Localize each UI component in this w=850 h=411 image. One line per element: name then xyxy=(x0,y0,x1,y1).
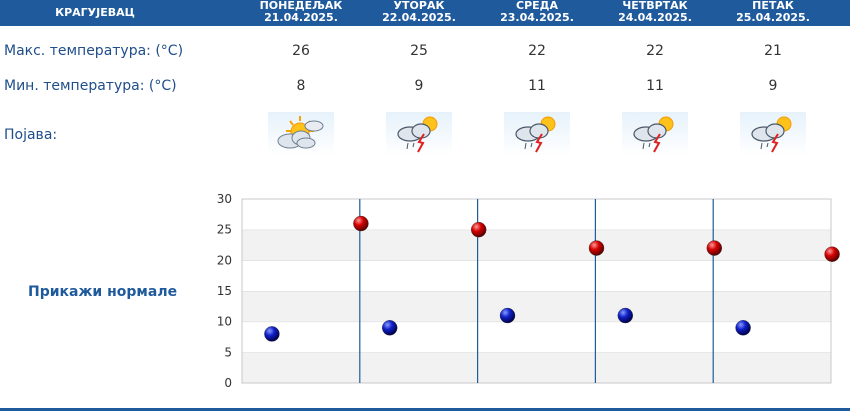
min-temp-value: 11 xyxy=(528,78,546,94)
thunderstorm-sun-icon xyxy=(622,112,688,156)
day-header-5: ПЕТАК 25.04.2025. xyxy=(714,0,832,26)
min-temp-value: 11 xyxy=(646,78,664,94)
y-tick-label: 0 xyxy=(224,376,232,390)
day-name: СРЕДА xyxy=(516,0,558,12)
min-temp-value: 8 xyxy=(296,78,306,94)
min-temp-point xyxy=(499,307,516,324)
day-header-3: СРЕДА 23.04.2025. xyxy=(478,0,596,26)
day-date: 23.04.2025. xyxy=(500,11,574,24)
min-temp-point xyxy=(264,326,280,342)
max-temp-point xyxy=(471,221,487,238)
y-tick-label: 20 xyxy=(217,253,232,267)
bottom-border xyxy=(0,408,850,411)
day-date: 24.04.2025. xyxy=(618,11,692,24)
grid-band xyxy=(242,229,831,261)
day-name: ПЕТАК xyxy=(752,0,794,12)
y-tick-label: 25 xyxy=(217,223,232,237)
max-temp-value: 22 xyxy=(646,43,664,59)
max-temp-label: Макс. температура: (°C) xyxy=(4,43,184,59)
max-temp-value: 26 xyxy=(292,43,310,59)
show-normals-link[interactable]: Прикажи нормале xyxy=(28,284,178,300)
y-tick-label: 10 xyxy=(217,315,232,329)
y-tick-label: 15 xyxy=(217,284,232,298)
day-date: 21.04.2025. xyxy=(264,11,338,24)
min-temp-point xyxy=(617,307,633,324)
day-header-1: ПОНЕДЕЉАК 21.04.2025. xyxy=(242,0,360,26)
min-temp-point xyxy=(735,320,751,336)
thunderstorm-sun-icon xyxy=(386,112,452,156)
min-temp-value: 9 xyxy=(414,78,424,94)
y-tick-label: 5 xyxy=(224,345,232,359)
plot-border xyxy=(241,198,832,384)
grid-band xyxy=(242,260,831,291)
day-name: ЧЕТВРТАК xyxy=(622,0,688,12)
min-temp-point xyxy=(382,320,398,336)
partly-cloudy-sun-icon xyxy=(268,112,334,156)
thunderstorm-sun-icon xyxy=(740,112,806,156)
day-name: УТОРАК xyxy=(393,0,445,12)
min-temp-value: 9 xyxy=(768,78,778,94)
max-temp-point xyxy=(824,246,840,262)
weather-label: Појава: xyxy=(4,127,58,143)
grid-band xyxy=(242,321,831,353)
max-temp-value: 25 xyxy=(410,43,428,59)
day-header-2: УТОРАК 22.04.2025. xyxy=(360,0,478,26)
thunderstorm-sun-icon xyxy=(504,112,570,156)
y-tick-label: 30 xyxy=(217,192,232,206)
day-header-4: ЧЕТВРТАК 24.04.2025. xyxy=(596,0,714,26)
max-temp-point xyxy=(706,240,722,256)
grid-band xyxy=(242,291,831,322)
max-temp-point xyxy=(353,215,369,232)
forecast-header: КРАГУЈЕВАЦ ПОНЕДЕЉАК 21.04.2025. УТОРАК … xyxy=(0,0,850,26)
grid-band xyxy=(242,199,831,230)
day-date: 22.04.2025. xyxy=(382,11,456,24)
max-temp-value: 22 xyxy=(528,43,546,59)
max-temp-value: 21 xyxy=(764,43,782,59)
min-temp-label: Мин. температура: (°C) xyxy=(4,78,177,94)
city-name: КРАГУЈЕВАЦ xyxy=(55,6,135,19)
day-date: 25.04.2025. xyxy=(736,11,810,24)
grid-band xyxy=(242,352,831,383)
max-temp-point xyxy=(588,240,605,256)
day-name: ПОНЕДЕЉАК xyxy=(259,0,343,12)
